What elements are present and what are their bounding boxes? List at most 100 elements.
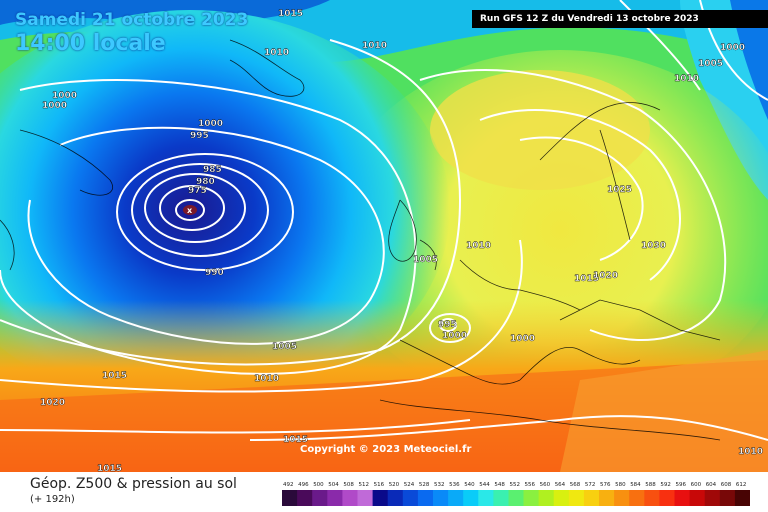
isobar-label: 1025 bbox=[607, 185, 632, 195]
legend-tick-label: 548 bbox=[494, 482, 505, 488]
legend-tick-label: 604 bbox=[706, 482, 717, 488]
legend-tick-label: 500 bbox=[313, 482, 324, 488]
isobar-label: 1010 bbox=[254, 374, 279, 384]
legend-tick-label: 588 bbox=[645, 482, 656, 488]
legend-swatch bbox=[659, 490, 675, 506]
legend-swatch bbox=[614, 490, 630, 506]
isobar-label: 975 bbox=[188, 186, 207, 196]
legend-swatch bbox=[463, 490, 479, 506]
isobar-label: 990 bbox=[205, 268, 224, 278]
legend-tick-label: 576 bbox=[600, 482, 611, 488]
low-pressure-center: x bbox=[183, 205, 197, 215]
legend-tick-label: 584 bbox=[630, 482, 641, 488]
isobar-label: 995 bbox=[190, 131, 209, 141]
legend-swatch bbox=[568, 490, 585, 506]
legend-tick-label: 516 bbox=[374, 482, 385, 488]
legend-swatch bbox=[629, 490, 645, 506]
isobar-label: 1005 bbox=[698, 59, 723, 69]
isobar-label: 1010 bbox=[674, 74, 699, 84]
legend-swatch bbox=[674, 490, 691, 506]
legend-tick-label: 552 bbox=[510, 482, 521, 488]
isobar-label: 1000 bbox=[720, 43, 745, 53]
isobar-label: 1010 bbox=[738, 447, 763, 457]
legend-swatch bbox=[583, 490, 600, 506]
isobar-label: 995 bbox=[438, 320, 457, 330]
legend-swatch bbox=[327, 490, 343, 506]
legend-swatch bbox=[734, 490, 750, 506]
isobar-label: 1020 bbox=[40, 398, 65, 408]
legend-tick-label: 532 bbox=[434, 482, 445, 488]
legend-tick-label: 608 bbox=[721, 482, 732, 488]
isobar-label: 985 bbox=[203, 165, 222, 175]
legend-tick-label: 592 bbox=[660, 482, 671, 488]
coastlines bbox=[0, 39, 721, 441]
forecast-date: Samedi 21 octobre 2023 bbox=[15, 10, 249, 30]
legend-swatch bbox=[719, 490, 736, 506]
legend-tick-label: 580 bbox=[615, 482, 626, 488]
isobar-label: 1000 bbox=[442, 331, 467, 341]
legend-tick-label: 596 bbox=[676, 482, 687, 488]
legend-swatch bbox=[689, 490, 706, 506]
map-title: Géop. Z500 & pression au sol bbox=[30, 476, 237, 492]
legend-swatch bbox=[387, 490, 404, 506]
legend-tick-label: 504 bbox=[328, 482, 339, 488]
pressure-map: 1015 1010 1010 1000 1000 1000 995 985 98… bbox=[0, 0, 768, 472]
legend-swatch bbox=[478, 490, 494, 506]
legend-tick-label: 540 bbox=[464, 482, 475, 488]
legend-swatch bbox=[372, 490, 389, 506]
legend-tick-label: 544 bbox=[479, 482, 490, 488]
legend-tick-label: 492 bbox=[283, 482, 294, 488]
forecast-hour: (+ 192h) bbox=[30, 494, 75, 505]
legend-swatch bbox=[402, 490, 419, 506]
legend-swatch bbox=[417, 490, 434, 506]
legend-tick-label: 560 bbox=[540, 482, 551, 488]
copyright: Copyright © 2023 Meteociel.fr bbox=[300, 444, 472, 455]
legend-tick-label: 564 bbox=[555, 482, 566, 488]
legend-swatch bbox=[704, 490, 721, 506]
isobar-label: 1015 bbox=[283, 435, 308, 445]
color-legend: 492 496 500 504 508 512 516 520 524 528 532 536 540 5… bbox=[282, 482, 750, 506]
legend-swatch bbox=[357, 490, 374, 506]
legend-swatch bbox=[342, 490, 358, 506]
legend-tick-label: 568 bbox=[570, 482, 581, 488]
isobar-label: 1000 bbox=[42, 101, 67, 111]
isobar-label: 1005 bbox=[272, 342, 297, 352]
isobar-label: 1000 bbox=[52, 91, 77, 101]
forecast-time: 14:00 locale bbox=[15, 31, 166, 56]
isobar-label: 980 bbox=[196, 177, 215, 187]
legend-swatch bbox=[493, 490, 509, 506]
legend-tick-label: 600 bbox=[691, 482, 702, 488]
isobar-label: 1015 bbox=[102, 371, 127, 381]
run-info-banner: Run GFS 12 Z du Vendredi 13 octobre 2023 bbox=[472, 10, 768, 28]
legend-tick-label: 508 bbox=[343, 482, 354, 488]
isobar-label: 1010 bbox=[362, 41, 387, 51]
legend-tick-label: 512 bbox=[359, 482, 370, 488]
isobar-label: 1005 bbox=[413, 255, 438, 265]
legend-swatch bbox=[312, 490, 328, 506]
legend-tick-label: 528 bbox=[419, 482, 430, 488]
legend-swatch bbox=[508, 490, 525, 506]
legend-tick-label: 520 bbox=[389, 482, 400, 488]
isobar-label: 1015 bbox=[97, 464, 122, 472]
isobar-labels: 1015 1010 1010 1000 1000 1000 995 985 98… bbox=[40, 9, 763, 472]
legend-swatch bbox=[433, 490, 449, 506]
legend-swatch bbox=[644, 490, 660, 506]
legend-swatch bbox=[599, 490, 615, 506]
isobar-label: 1015 bbox=[278, 9, 303, 19]
isobar-label: 1010 bbox=[466, 241, 491, 251]
legend-swatch bbox=[538, 490, 555, 506]
legend-swatch bbox=[553, 490, 570, 506]
legend-swatch bbox=[282, 490, 298, 506]
legend-tick-label: 536 bbox=[449, 482, 460, 488]
isobar-label: 1030 bbox=[641, 241, 666, 251]
isobar-label: 1020 bbox=[593, 271, 618, 281]
legend-swatch bbox=[448, 490, 464, 506]
svg-text:x: x bbox=[187, 206, 193, 215]
legend-swatch bbox=[297, 490, 313, 506]
isobar-label: 1000 bbox=[510, 334, 535, 344]
isobars bbox=[0, 0, 768, 441]
legend-tick-label: 524 bbox=[404, 482, 415, 488]
isobar-label: 1000 bbox=[198, 119, 223, 129]
legend-tick-label: 572 bbox=[585, 482, 596, 488]
